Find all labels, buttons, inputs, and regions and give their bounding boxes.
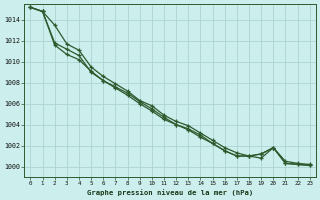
X-axis label: Graphe pression niveau de la mer (hPa): Graphe pression niveau de la mer (hPa) [87,189,253,196]
